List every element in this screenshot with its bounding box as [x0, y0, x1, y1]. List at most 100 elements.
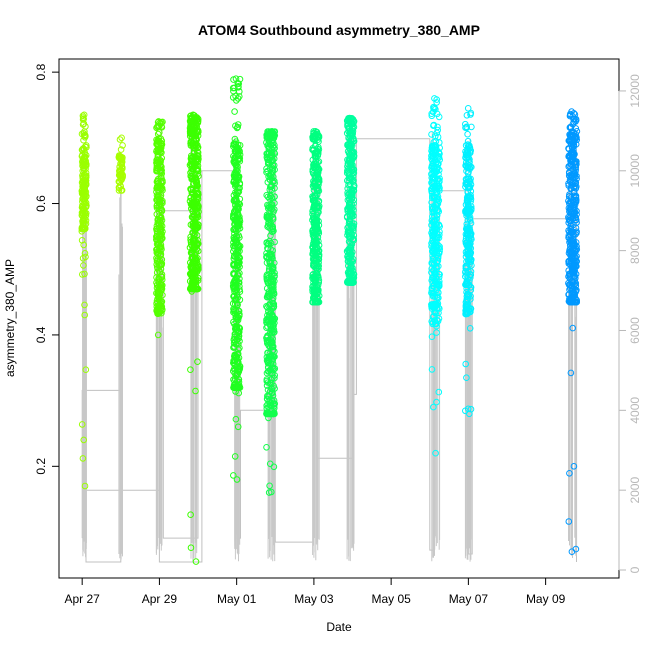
data-point — [267, 329, 274, 336]
data-point — [271, 238, 278, 246]
data-point — [310, 262, 318, 269]
data-point — [346, 246, 353, 254]
data-point — [233, 476, 241, 483]
data-point — [154, 331, 162, 339]
cluster-7 — [343, 114, 358, 286]
data-point — [156, 227, 164, 234]
data-point — [232, 388, 239, 395]
data-point — [311, 204, 318, 212]
data-point — [431, 95, 438, 102]
data-point — [349, 227, 357, 234]
data-point — [194, 213, 202, 221]
data-point — [153, 236, 160, 243]
data-point — [434, 253, 442, 260]
data-point — [315, 217, 322, 225]
data-point — [157, 251, 165, 259]
data-point — [190, 147, 198, 155]
data-point — [82, 366, 90, 374]
data-point — [187, 128, 195, 135]
data-point — [235, 155, 243, 163]
data-point — [154, 193, 162, 201]
data-point — [230, 271, 237, 278]
data-point — [192, 558, 200, 565]
data-point — [468, 236, 475, 243]
data-point — [268, 385, 276, 393]
data-point — [466, 277, 473, 284]
data-point — [270, 329, 278, 336]
data-point — [435, 154, 443, 161]
data-point — [80, 180, 87, 188]
data-point — [191, 219, 199, 227]
data-point — [188, 253, 196, 261]
data-point — [466, 158, 473, 165]
data-point — [463, 176, 471, 184]
data-point — [117, 170, 124, 178]
data-point — [194, 141, 201, 149]
data-point — [189, 230, 197, 237]
x-tick-label: Apr 29 — [142, 592, 178, 606]
data-point — [431, 293, 439, 301]
data-point — [344, 279, 351, 286]
data-point — [79, 174, 86, 181]
data-point — [566, 206, 574, 214]
data-point — [350, 271, 358, 278]
data-point — [267, 352, 275, 359]
data-point — [194, 152, 202, 160]
y-axis-label: asymmetry_380_AMP — [3, 259, 17, 377]
data-point — [189, 272, 196, 280]
data-point — [462, 142, 470, 149]
data-point — [432, 206, 439, 213]
data-point — [234, 423, 242, 431]
data-point — [187, 285, 195, 292]
data-point — [565, 518, 573, 525]
data-point — [157, 140, 164, 147]
data-point — [188, 250, 195, 257]
data-point — [568, 185, 575, 192]
data-point — [190, 239, 198, 247]
data-point — [154, 309, 162, 317]
data-point — [433, 202, 441, 209]
data-point — [118, 187, 125, 194]
data-point — [463, 231, 471, 238]
data-point — [232, 249, 240, 256]
data-point — [265, 240, 273, 248]
data-point — [231, 306, 238, 314]
data-point — [467, 203, 475, 210]
data-point — [466, 214, 474, 221]
data-point — [315, 138, 322, 145]
chart-title: ATOM4 Southbound asymmetry_380_AMP — [198, 22, 480, 38]
data-point — [154, 152, 162, 160]
data-point — [430, 231, 438, 239]
data-point — [266, 258, 273, 265]
data-point — [435, 388, 443, 396]
data-point — [311, 174, 319, 181]
data-point — [190, 284, 198, 292]
data-point — [433, 329, 440, 336]
data-point — [315, 158, 323, 165]
data-point — [463, 262, 470, 270]
data-point — [429, 176, 437, 184]
data-point — [347, 129, 354, 137]
data-point — [116, 136, 124, 143]
data-point — [430, 289, 437, 297]
data-point — [344, 122, 351, 130]
data-point — [269, 143, 277, 150]
data-point — [263, 253, 270, 261]
data-point — [231, 108, 238, 115]
data-point — [232, 323, 239, 330]
cluster-2 — [153, 118, 166, 339]
data-point — [188, 167, 195, 175]
data-point — [568, 160, 576, 168]
data-point — [309, 210, 316, 218]
data-point — [350, 220, 358, 227]
data-point — [233, 286, 240, 293]
data-point — [567, 140, 575, 147]
data-point — [188, 189, 196, 197]
data-point — [153, 210, 161, 218]
data-point — [462, 360, 470, 368]
data-point — [231, 351, 238, 359]
data-point — [235, 376, 243, 383]
cluster-9 — [462, 105, 475, 418]
data-point — [345, 206, 352, 214]
data-point — [194, 185, 201, 192]
